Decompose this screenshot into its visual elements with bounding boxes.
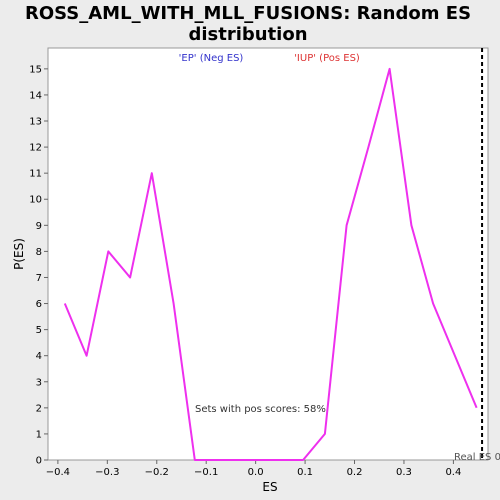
y-tick-label: 9 <box>36 221 42 232</box>
y-tick-label: 5 <box>36 325 42 336</box>
y-tick-label: 1 <box>36 429 42 440</box>
real-es-label: Real ES 0 <box>454 452 500 463</box>
series-layer <box>63 67 478 461</box>
x-tick-label: 0.2 <box>347 467 363 478</box>
x-tick-label: −0.4 <box>46 467 70 478</box>
neg-es-label: 'EP' (Neg ES) <box>179 53 244 64</box>
x-tick-label: 0.1 <box>297 467 313 478</box>
y-tick-label: 10 <box>29 195 42 206</box>
pos-es-label: 'IUP' (Pos ES) <box>294 53 360 64</box>
y-tick-label: 2 <box>36 403 42 414</box>
real-es-marker: Real ES 0 <box>454 48 500 463</box>
x-axis-label: ES <box>262 480 277 494</box>
y-tick-label: 7 <box>36 273 42 284</box>
y-tick-label: 12 <box>29 143 42 154</box>
x-tick-label: 0.0 <box>248 467 264 478</box>
plot-area <box>47 47 489 461</box>
y-tick-label: 8 <box>36 247 42 258</box>
y-tick-label: 4 <box>36 351 42 362</box>
chart-title-line1: ROSS_AML_WITH_MLL_FUSIONS: Random ES <box>25 3 471 24</box>
y-tick-label: 14 <box>29 90 42 101</box>
x-axis: −0.4 −0.3 −0.2 −0.1 0.0 0.1 0.2 0.3 0.4 <box>46 460 461 478</box>
series-line <box>63 67 478 461</box>
y-tick-label: 6 <box>36 299 42 310</box>
y-tick-label: 11 <box>29 169 42 180</box>
x-tick-label: −0.3 <box>95 467 119 478</box>
pos-scores-annotation: Sets with pos scores: 58% <box>195 404 326 415</box>
y-axis-label: P(ES) <box>12 238 26 270</box>
x-tick-label: 0.4 <box>445 467 461 478</box>
y-tick-label: 0 <box>36 456 42 467</box>
x-tick-label: 0.3 <box>396 467 412 478</box>
y-tick-label: 13 <box>29 117 42 128</box>
x-tick-label: −0.2 <box>145 467 169 478</box>
chart-title-line2: distribution <box>188 24 307 45</box>
x-tick-label: −0.1 <box>194 467 218 478</box>
y-tick-label: 3 <box>36 377 42 388</box>
y-tick-label: 15 <box>29 64 42 75</box>
